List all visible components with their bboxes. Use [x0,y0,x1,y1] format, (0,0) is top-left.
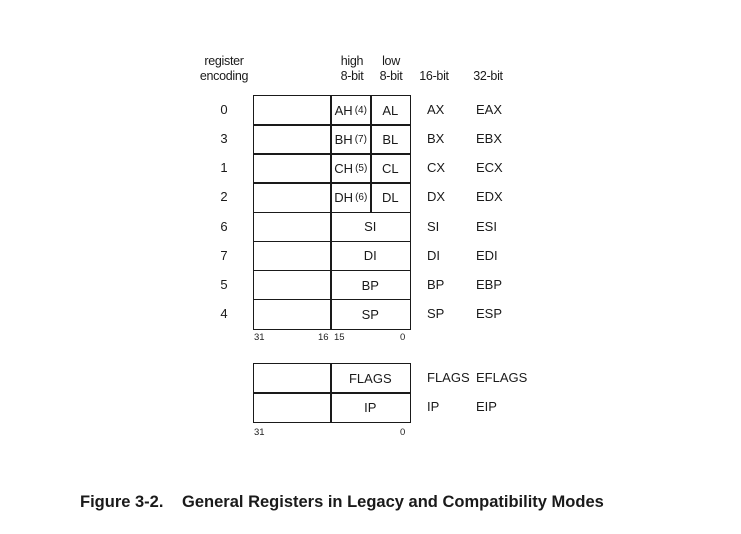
upper-16-bits-cell [253,124,332,155]
header-line: encoding [199,69,249,83]
32bit-header: 32-bit [473,69,503,83]
upper-16-bits-cell [253,182,332,214]
high-byte-cell: BH (7) [330,124,372,155]
encoding-value: 5 [220,276,228,292]
high-8bit-header: high 8-bit [334,54,370,84]
bit-31-label: 31 [254,427,265,438]
low-8bit-header: low 8-bit [373,54,409,84]
upper-16-bits-cell [253,298,332,330]
upper-16-bits-cell [253,95,332,126]
encoding-value: 7 [220,247,228,263]
register-32bit-name: ESI [476,218,497,234]
register-16bit-name: SI [427,218,440,234]
register-32bit-name: ESP [476,305,503,321]
header-line: low [382,54,400,68]
bit-16-label: 16 [318,332,329,343]
figure-caption: Figure 3-2. General Registers in Legacy … [80,493,604,512]
high-byte-register: BH [334,131,353,147]
upper-16-bits-cell [253,363,332,394]
upper-16-bits-cell [253,392,332,423]
encoding-value: 2 [220,189,228,205]
register-32bit-name: EAX [476,102,503,117]
encoding-value: 1 [220,160,228,176]
16bit-header: 16-bit [419,69,449,83]
header-line: register [204,54,244,68]
register-32bit-name: EIP [476,399,497,414]
register-encoding-header: register encoding [196,54,252,84]
bit-15-label: 15 [334,332,345,343]
header-line: high [340,54,364,68]
high-byte-encoding-note: (4) [354,104,367,116]
high-byte-encoding-note: (6) [355,192,368,204]
low-byte-cell: BL [370,124,411,155]
register-16bit-name: IP [427,399,440,414]
bit-0-label: 0 [400,427,406,438]
high-byte-register: DH [334,190,354,206]
bit-0-label: 0 [400,332,406,343]
register-16bit-cell: SP [330,298,411,330]
upper-16-bits-cell [253,269,332,301]
register-16bit-name: SP [427,305,445,321]
register-16bit-name: AX [427,102,445,117]
register-16bit-name: FLAGS [427,370,470,385]
high-byte-cell: CH (5) [330,153,372,184]
low-byte-cell: DL [370,182,411,214]
special-register-16bit-cell: IP [330,392,411,423]
register-16bit-name: BP [427,276,445,292]
register-32bit-name: EDX [476,189,503,205]
low-byte-cell: AL [370,95,411,126]
register-16bit-cell: SI [330,211,411,243]
header-line: 8-bit [379,69,403,83]
register-32bit-name: EBP [476,276,503,292]
high-byte-cell: DH (6) [330,182,372,214]
upper-16-bits-cell [253,153,332,184]
figure-title: General Registers in Legacy and Compatib… [182,493,604,511]
bit-31-label: 31 [254,332,265,343]
encoding-value: 4 [220,305,228,321]
header-line: 8-bit [340,69,364,83]
high-byte-encoding-note: (7) [354,133,367,145]
encoding-value: 0 [220,102,228,117]
register-16bit-name: BX [427,131,445,147]
register-32bit-name: EFLAGS [476,370,528,385]
figure-number: Figure 3-2. [80,493,164,511]
high-byte-cell: AH (4) [330,95,372,126]
register-16bit-name: CX [427,160,446,176]
register-32bit-name: EDI [476,247,498,263]
upper-16-bits-cell [253,240,332,272]
upper-16-bits-cell [253,211,332,243]
high-byte-register: AH [334,102,353,118]
register-16bit-name: DX [427,189,446,205]
register-32bit-name: EBX [476,131,503,147]
register-16bit-name: DI [427,247,440,263]
high-byte-encoding-note: (5) [355,163,368,175]
low-byte-cell: CL [370,153,411,184]
register-16bit-cell: BP [330,269,411,301]
high-byte-register: CH [334,161,354,177]
encoding-value: 6 [220,218,228,234]
register-32bit-name: ECX [476,160,503,176]
encoding-value: 3 [220,131,228,147]
special-register-16bit-cell: FLAGS [330,363,411,394]
register-16bit-cell: DI [330,240,411,272]
